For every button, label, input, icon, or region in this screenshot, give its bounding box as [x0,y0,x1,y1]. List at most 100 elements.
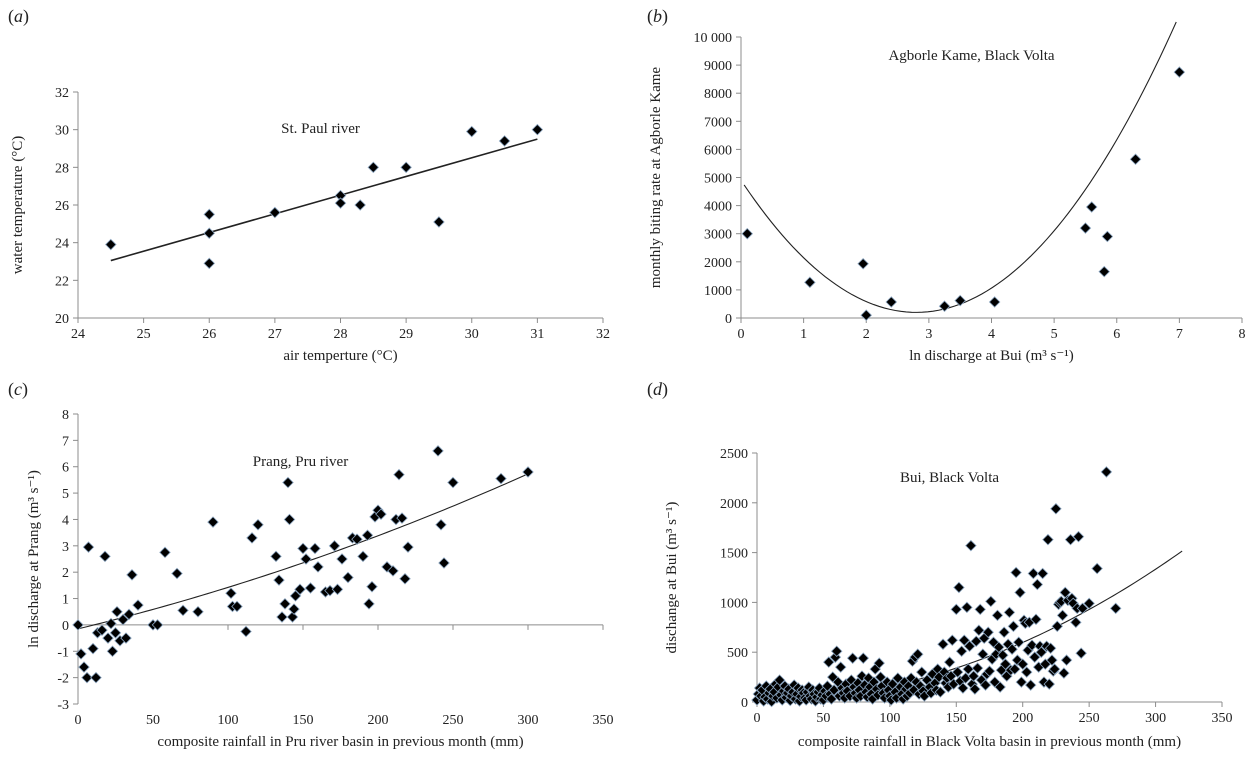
data-point [969,683,981,695]
data-point [1012,636,1025,649]
data-point [357,550,369,563]
x-tick-label: 31 [530,327,544,342]
data-point [283,513,296,526]
y-tick-label: 1 [62,593,69,608]
x-tick-label: 250 [1079,711,1100,726]
data-point [829,651,842,663]
data-point [963,640,976,652]
data-point [1028,651,1041,663]
data-point [1003,606,1016,619]
data-point [958,634,971,647]
data-point [846,652,859,664]
panel-title: Bui, Black Volta [900,470,999,486]
data-point [971,662,984,674]
trend-line [110,138,538,262]
y-tick-label: 4 [62,513,69,528]
y-tick-label: 2 [62,566,69,581]
data-point [994,681,1006,693]
data-point [1006,643,1018,655]
trend-line [743,21,1177,313]
y-tick-label: 7000 [704,115,732,130]
data-point [273,574,285,586]
data-point [126,569,138,581]
data-point [1058,667,1070,679]
y-tick-label: 1500 [720,547,748,562]
data-point [102,632,114,644]
data-point [111,605,123,618]
data-point [967,670,980,682]
y-tick-label: 5000 [704,172,732,187]
data-point [943,656,956,668]
data-point [354,199,366,211]
y-tick-label: -1 [57,645,69,660]
data-point [399,573,411,585]
x-tick-label: 3 [925,327,932,342]
x-tick-label: 0 [75,713,82,728]
data-point [438,557,450,569]
data-point [822,656,835,668]
data-point [950,603,963,616]
data-point [336,553,348,565]
data-point [99,550,111,563]
data-point [1044,642,1057,654]
data-point [81,671,93,684]
data-point [288,603,300,615]
data-point [203,208,216,221]
x-tick-label: 7 [1176,327,1183,342]
data-point [857,652,870,664]
data-point [1026,639,1038,651]
x-tick-label: 5 [1051,327,1058,342]
x-tick-label: 350 [593,713,614,728]
data-point [246,532,258,544]
y-tick-label: 4000 [704,200,732,215]
data-point [955,645,968,657]
data-point [279,598,291,610]
data-point [96,624,108,636]
x-tick-label: 150 [293,713,314,728]
y-tick-label: 2000 [704,256,732,271]
data-point [873,657,885,669]
y-tick-label: 9000 [704,59,732,74]
data-point [1014,586,1026,599]
y-axis-label: monthly biting rate at Agborle Kame [648,67,664,289]
data-point [400,161,412,174]
data-point [1076,602,1089,615]
data-point [300,553,312,565]
y-tick-label: 22 [55,274,69,289]
y-tick-label: 8 [62,408,69,423]
data-point [991,609,1004,622]
y-axis-label: dischange at Bui (m³ s⁻¹) [664,502,680,654]
data-point [1016,658,1029,670]
data-point [1056,609,1069,622]
data-point [282,476,294,489]
x-tick-label: 26 [202,327,216,342]
panel-title: St. Paul river [281,121,360,137]
data-point [171,567,183,580]
data-point [495,472,507,485]
data-point [979,679,992,691]
y-tick-label: 0 [62,619,69,634]
data-point [435,518,447,531]
data-point [953,581,965,594]
data-point [531,123,544,136]
data-point [1050,503,1062,515]
data-point [993,641,1005,653]
data-point [309,542,321,555]
y-tick-label: 7 [62,434,69,449]
data-point [1091,562,1103,575]
data-point [1079,222,1092,234]
data-point [915,666,928,678]
x-tick-label: 6 [1113,327,1120,342]
data-point [983,665,996,677]
data-point [498,135,511,147]
data-point [433,216,445,228]
data-point [1010,566,1022,579]
data-point [741,227,754,240]
data-point [1020,666,1033,678]
y-tick-label: 20 [55,312,69,327]
x-tick-label: 1 [800,327,807,342]
data-point [1098,265,1110,278]
data-point [294,583,306,596]
data-point [804,276,816,289]
data-point [830,645,843,657]
